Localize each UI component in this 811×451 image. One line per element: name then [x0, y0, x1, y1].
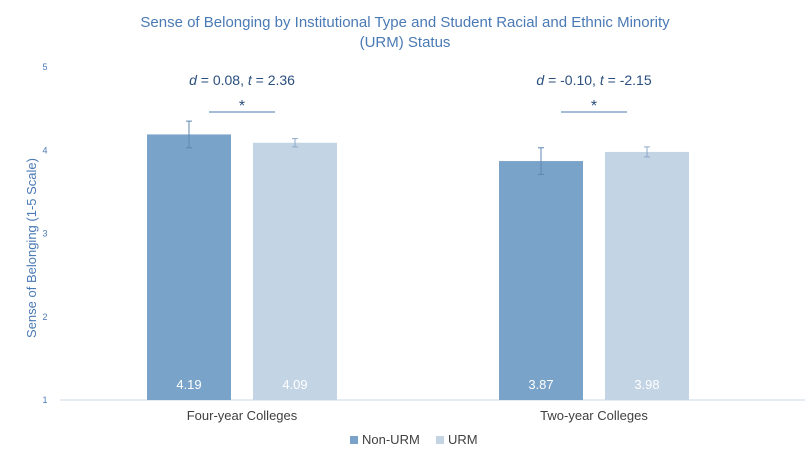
- category-labels: Four-year Colleges Two-year Colleges: [187, 408, 649, 423]
- y-tick-label: 2: [42, 312, 47, 322]
- y-tick-label: 3: [42, 229, 47, 239]
- category-label: Four-year Colleges: [187, 408, 298, 423]
- legend: Non-URM URM: [350, 432, 478, 447]
- legend-label: Non-URM: [362, 432, 420, 447]
- y-axis-label: Sense of Belonging (1-5 Scale): [24, 158, 39, 338]
- effect-size-annotation: d = 0.08, t = 2.36: [189, 72, 295, 88]
- effect-size-annotation: d = -0.10, t = -2.15: [536, 72, 651, 88]
- annotations: d = 0.08, t = 2.36 * d = -0.10, t = -2.15 *: [189, 72, 652, 115]
- chart-title-line-2: (URM) Status: [360, 34, 451, 51]
- data-label: 3.87: [528, 377, 553, 392]
- y-tick-label: 5: [42, 62, 47, 72]
- category-label: Two-year Colleges: [540, 408, 648, 423]
- bar-urm-2: [605, 151, 689, 400]
- chart-title-line-1: Sense of Belonging by Institutional Type…: [140, 14, 670, 31]
- data-label: 3.98: [634, 377, 659, 392]
- y-axis-ticks: 1 2 3 4 5: [42, 62, 47, 405]
- bars: 4.19 4.09 3.87 3.98: [147, 120, 689, 400]
- bar-non-urm-1: [147, 134, 231, 400]
- bar-non-urm-2: [499, 161, 583, 400]
- legend-swatch-non-urm: [350, 436, 358, 444]
- significance-star: *: [591, 98, 597, 115]
- legend-label: URM: [448, 432, 478, 447]
- bar-urm-1: [253, 142, 337, 400]
- data-label: 4.19: [176, 377, 201, 392]
- y-tick-label: 1: [42, 395, 47, 405]
- data-label: 4.09: [282, 377, 307, 392]
- y-tick-label: 4: [42, 145, 47, 155]
- legend-swatch-urm: [436, 436, 444, 444]
- significance-star: *: [239, 98, 245, 115]
